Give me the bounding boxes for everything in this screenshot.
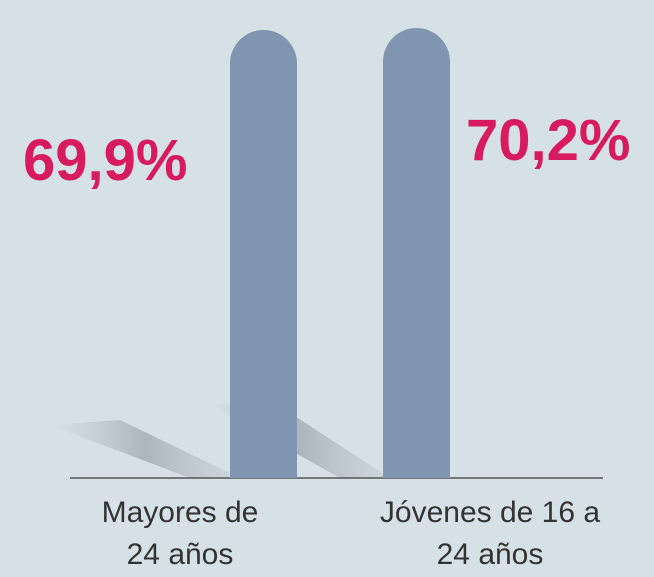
value-label: 69,9% xyxy=(23,127,188,193)
bar xyxy=(383,28,450,478)
x-tick-label: Mayores de 24 años xyxy=(101,496,259,571)
value-label: 70,2% xyxy=(466,107,631,173)
bar xyxy=(230,29,297,478)
x-tick-label: Jóvenes de 16 a 24 años xyxy=(379,496,601,571)
shadow xyxy=(50,420,240,478)
